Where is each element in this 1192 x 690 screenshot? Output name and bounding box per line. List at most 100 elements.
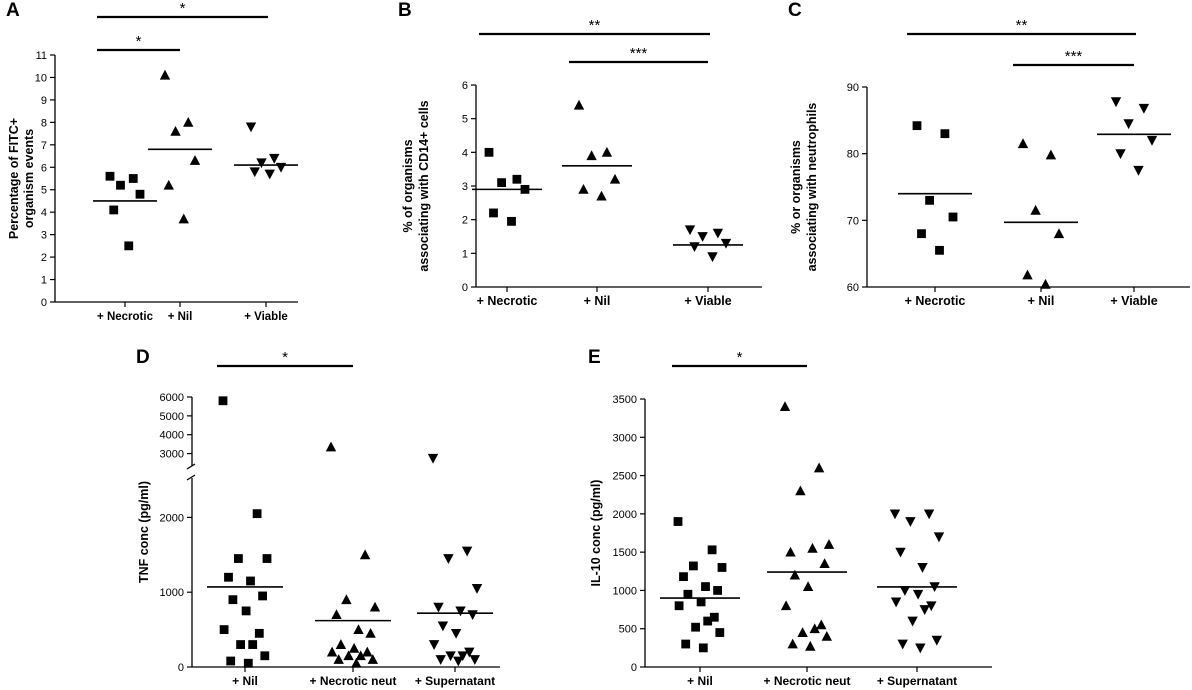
data-point-3-1-14 xyxy=(333,654,344,664)
data-point-2-2-2 xyxy=(1123,119,1134,130)
data-point-3-1-8 xyxy=(348,642,360,653)
x-tick-label-0-1: + Nil xyxy=(168,311,193,323)
data-point-3-2-10 xyxy=(464,647,475,658)
data-point-3-1-12 xyxy=(343,650,354,661)
data-point-2-0-3 xyxy=(948,212,958,222)
data-point-4-2-8 xyxy=(912,589,924,600)
data-point-4-0-8 xyxy=(696,597,706,607)
panel-d: D 0 1000 2000 3000 4000 5000 6000 TNF conc (pg/m… xyxy=(136,347,500,688)
data-point-4-1-5 xyxy=(807,542,818,553)
data-point-3-1-15 xyxy=(351,657,362,668)
x-tick-label-4-1: + Necrotic neut xyxy=(763,674,850,688)
data-point-0-1-0 xyxy=(159,69,171,80)
data-point-0-0-2 xyxy=(116,180,125,190)
data-point-3-1-5 xyxy=(353,624,364,634)
data-point-0-2-0 xyxy=(245,122,257,133)
data-point-4-1-15 xyxy=(805,640,816,651)
x-tick-label-2-1: + Nil xyxy=(1028,294,1055,308)
y-tick-label-3-yticks_lower-1: 1000 xyxy=(160,587,184,599)
data-point-1-2-2 xyxy=(697,232,708,242)
x-tick-label-4-2: + Supernatant xyxy=(877,674,957,688)
data-point-3-0-8 xyxy=(241,606,251,616)
data-point-3-1-13 xyxy=(367,654,378,664)
data-point-2-2-0 xyxy=(1110,97,1122,108)
significance-label-2-0: ** xyxy=(1016,17,1028,34)
y-tick-label-0-yticks-3: 3 xyxy=(41,230,47,242)
axis-break-mark-top-3 xyxy=(186,463,196,470)
y-tick-label-0-yticks-5: 5 xyxy=(41,185,47,197)
x-tick-label-0-0: + Necrotic xyxy=(97,311,154,323)
data-point-4-1-10 xyxy=(816,619,827,630)
data-point-1-1-5 xyxy=(596,190,607,201)
data-point-1-1-1 xyxy=(601,146,613,157)
data-point-1-1-2 xyxy=(586,150,597,161)
data-point-2-1-1 xyxy=(1045,149,1057,160)
data-point-4-1-0 xyxy=(779,401,791,412)
data-point-4-0-2 xyxy=(689,561,698,571)
axis-break-mark-bottom-3 xyxy=(186,474,196,481)
data-point-4-1-7 xyxy=(789,569,801,580)
data-point-3-1-7 xyxy=(335,639,347,649)
panel-letter-1: B xyxy=(398,0,412,21)
data-point-3-1-9 xyxy=(326,646,338,657)
y-tick-label-0-yticks-10: 10 xyxy=(35,72,47,84)
data-point-2-0-5 xyxy=(935,245,944,255)
data-point-1-0-2 xyxy=(497,178,506,188)
x-tick-label-1-2: + Viable xyxy=(684,294,731,308)
data-point-2-0-4 xyxy=(917,229,926,239)
data-point-1-1-4 xyxy=(578,183,589,194)
y-tick-label-4-yticks-2: 1000 xyxy=(613,585,637,597)
y-tick-label-1-yticks-1: 1 xyxy=(462,248,468,260)
significance-label-4-0: * xyxy=(737,349,743,366)
y-tick-label-4-yticks-6: 3000 xyxy=(613,432,637,444)
y-axis-title-1-0: % of organisms xyxy=(401,139,415,232)
data-point-0-0-1 xyxy=(128,174,138,183)
data-point-3-1-3 xyxy=(369,601,381,612)
data-point-2-0-2 xyxy=(925,195,934,205)
data-point-0-2-4 xyxy=(249,167,260,178)
data-point-0-1-2 xyxy=(170,125,181,136)
x-tick-label-2-0: + Necrotic xyxy=(905,294,966,308)
data-point-1-1-0 xyxy=(573,99,585,110)
data-point-3-0-3 xyxy=(262,554,272,563)
data-point-3-2-0 xyxy=(427,453,439,464)
data-point-3-0-0 xyxy=(218,396,228,406)
y-tick-label-1-yticks-6: 6 xyxy=(462,80,468,92)
data-point-3-2-7 xyxy=(437,621,449,632)
data-point-3-2-2 xyxy=(443,554,454,564)
data-point-4-1-4 xyxy=(785,546,796,557)
data-point-3-0-13 xyxy=(260,651,270,661)
y-axis-title-4-0: IL-10 conc (pg/ml) xyxy=(589,480,603,587)
data-point-3-0-1 xyxy=(252,509,262,519)
data-point-2-1-2 xyxy=(1030,204,1041,215)
y-tick-label-3-yticks_lower-0: 0 xyxy=(178,662,184,674)
data-point-3-2-13 xyxy=(469,655,480,665)
panel-c: C 60 70 80 90 % or organisms associating with … xyxy=(788,0,1190,308)
data-point-3-0-7 xyxy=(228,595,238,605)
data-point-1-2-0 xyxy=(684,225,696,236)
data-point-4-0-7 xyxy=(683,589,693,599)
data-point-4-0-12 xyxy=(691,622,700,632)
data-point-1-0-1 xyxy=(512,174,522,184)
data-point-4-2-5 xyxy=(917,563,928,573)
data-point-4-0-11 xyxy=(703,616,713,626)
y-tick-label-3-yticks_upper-3: 6000 xyxy=(160,392,184,404)
data-point-4-0-9 xyxy=(674,601,684,611)
data-point-3-2-12 xyxy=(445,651,456,662)
data-point-4-0-5 xyxy=(701,582,710,591)
data-point-0-1-5 xyxy=(178,213,189,224)
panel-letter-0: A xyxy=(6,0,20,21)
y-tick-label-2-yticks-2: 80 xyxy=(847,149,859,161)
data-point-0-1-3 xyxy=(189,155,201,165)
data-point-2-1-5 xyxy=(1040,278,1051,289)
panel-letter-2: C xyxy=(788,0,802,21)
data-point-3-1-10 xyxy=(362,646,373,657)
data-point-3-1-6 xyxy=(365,627,376,638)
data-point-4-1-12 xyxy=(797,627,808,637)
y-tick-label-4-yticks-0: 0 xyxy=(631,662,637,674)
panel-e: E 0 500 1000 1500 2000 2500 3000 3500 IL-10 conc … xyxy=(588,347,992,688)
significance-label-1-1: *** xyxy=(630,45,648,62)
panel-a: A 0 1 2 3 4 5 6 7 8 9 10 11 Percentage of FITC+ organi… xyxy=(6,0,298,323)
data-point-3-0-4 xyxy=(224,572,233,582)
data-point-4-0-0 xyxy=(673,517,683,526)
